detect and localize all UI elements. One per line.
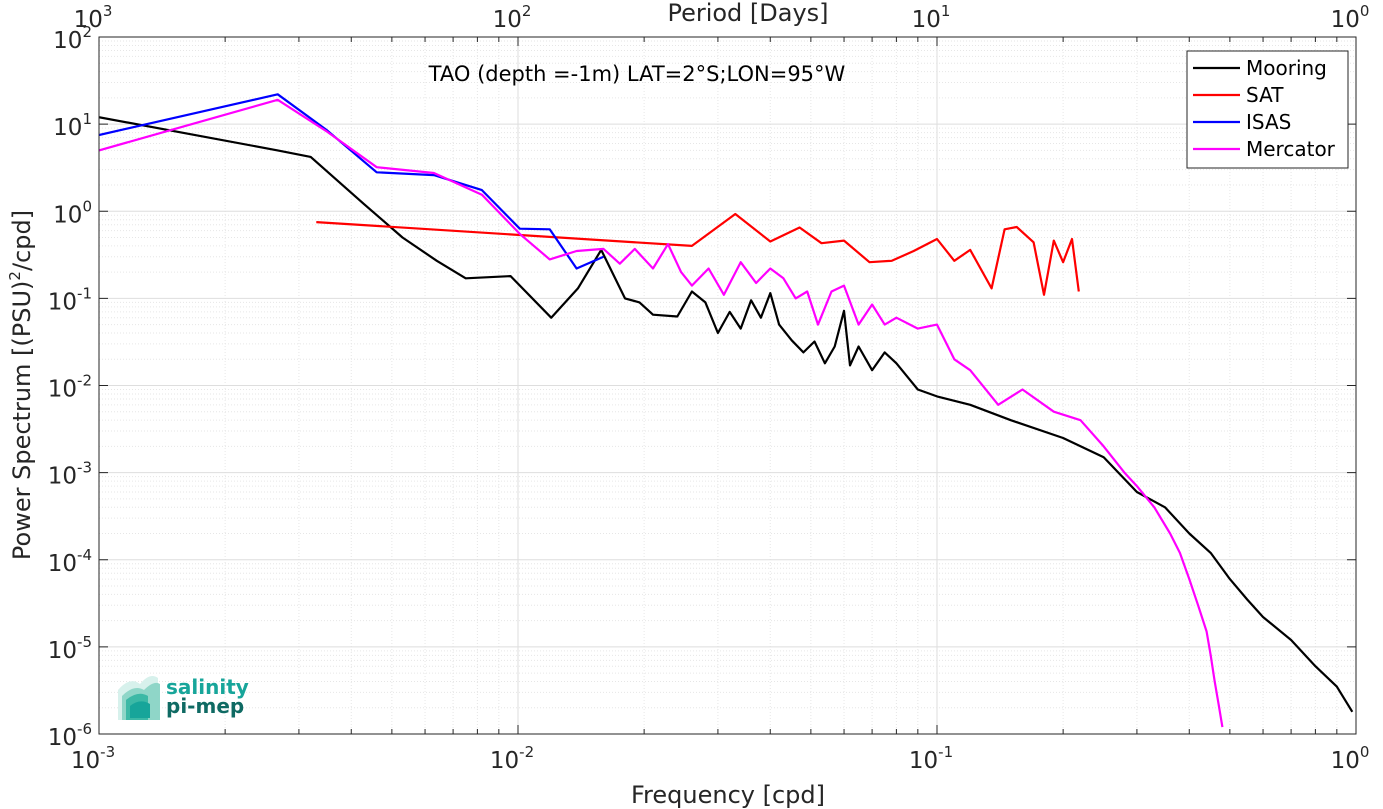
series-line-mercator [99, 98, 1224, 728]
tick-labels: 10-3 10-2 10-1 100 102 101 100 10-1 10-2 10-3 10-4… [48, 2, 1370, 774]
top-x-axis-label: Period [Days] [667, 0, 828, 27]
y-tick-label: 10-5 [48, 633, 92, 664]
y-tick-label: 100 [53, 197, 92, 228]
salinity-pi-mep-logo: salinity pi-mep [118, 675, 249, 720]
y-tick-label: 10-1 [48, 284, 92, 315]
y-axis-label: Power Spectrum [(PSU)2/cpd] [6, 210, 36, 560]
y-tick-label: 10-3 [48, 459, 92, 490]
ticks [98, 36, 1357, 735]
x-tick-label: 10-1 [909, 743, 953, 774]
y-tick-label: 10-6 [48, 720, 92, 751]
y-tick-label: 10-2 [48, 372, 92, 403]
top-tick-label: 103 [74, 2, 113, 33]
y-tick-label: 101 [53, 110, 92, 141]
series-line-mooring [99, 116, 1354, 713]
series-line-sat [316, 212, 1080, 296]
logo-line-1: salinity [166, 675, 249, 699]
x-tick-label: 10-3 [71, 743, 115, 774]
series-layer [99, 93, 1354, 728]
x-tick-label: 10-2 [490, 743, 534, 774]
logo-line-2: pi-mep [166, 694, 244, 718]
legend: Mooring SAT ISAS Mercator [1186, 50, 1349, 169]
top-tick-label: 101 [912, 2, 951, 33]
chart-title: TAO (depth =-1m) LAT=2°S;LON=95°W [428, 62, 846, 86]
series-line-isas [99, 93, 604, 270]
top-tick-label: 102 [493, 2, 532, 33]
x-axis-label: Frequency [cpd] [631, 781, 825, 809]
legend-label-sat: SAT [1246, 83, 1284, 107]
y-tick-label: 102 [53, 23, 92, 54]
grid [99, 37, 1356, 734]
legend-label-mercator: Mercator [1246, 137, 1336, 161]
top-tick-label: 100 [1331, 2, 1370, 33]
legend-label-isas: ISAS [1246, 110, 1291, 134]
y-tick-label: 10-4 [48, 546, 92, 577]
x-tick-label: 100 [1331, 743, 1370, 774]
logo-waves-icon [118, 676, 160, 720]
legend-label-mooring: Mooring [1246, 56, 1327, 80]
